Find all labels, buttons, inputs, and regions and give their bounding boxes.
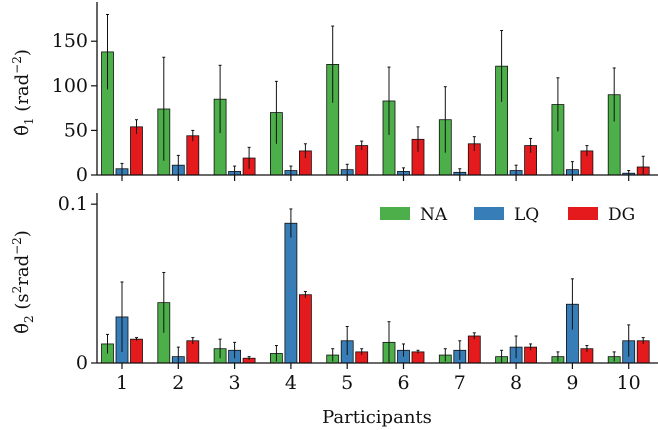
x-tick-label: 1 xyxy=(116,372,128,394)
ylabel-symbol: θ̂ xyxy=(12,323,33,334)
ylabel-symbol: θ̂ xyxy=(12,125,33,136)
y-axis-label-2: θ̂2 (s2rad−2) xyxy=(10,230,36,334)
ylabel-superscript: −2 xyxy=(10,56,24,74)
bar-dg-p2 xyxy=(186,340,200,364)
bar-dg-p10 xyxy=(636,340,650,364)
legend-label-dg: DG xyxy=(608,205,635,225)
x-tick-label: 5 xyxy=(341,372,353,394)
y-tick-label: 50 xyxy=(64,119,88,141)
legend-swatch-lq xyxy=(474,207,504,220)
y-tick-label: 150 xyxy=(52,30,88,52)
bar-dg-p7 xyxy=(467,335,481,364)
bar-dg-p1 xyxy=(130,338,143,364)
y-tick-label: 0 xyxy=(76,164,88,186)
x-tick-label: 10 xyxy=(617,372,641,394)
x-tick-label: 2 xyxy=(172,372,184,394)
legend-label-lq: LQ xyxy=(514,205,539,225)
x-tick-label: 8 xyxy=(510,372,522,394)
legend-label-na: NA xyxy=(420,205,448,225)
y-tick-label: 0.1 xyxy=(58,193,88,215)
ylabel-unit: ) xyxy=(12,49,33,56)
ylabel-unit: ) xyxy=(12,230,33,237)
x-tick-label: 3 xyxy=(229,372,241,394)
ylabel-unit: (s xyxy=(12,293,33,315)
x-tick-label: 7 xyxy=(454,372,466,394)
top-panel: 0 50 100 150 θ̂1 (rad−2) xyxy=(10,2,658,186)
bottom-panel: 00.11 2 3 4 5 6 7 8 9 10θ̂2 (s2rad−2) xyxy=(10,193,658,394)
legend-swatch-na xyxy=(380,207,410,220)
ylabel-subscript: 1 xyxy=(22,117,36,125)
bar-dg-p4 xyxy=(298,294,312,364)
legend-swatch-dg xyxy=(568,207,598,220)
bar-dg-p1 xyxy=(130,126,143,176)
ylabel-unit: (rad xyxy=(12,74,33,118)
legend: NA LQ DG xyxy=(380,205,635,225)
x-tick-label: 9 xyxy=(566,372,578,394)
y-axis-label-1: θ̂1 (rad−2) xyxy=(10,49,36,136)
y-tick-label: 100 xyxy=(52,75,88,97)
bar-lq-p4 xyxy=(284,222,298,364)
ylabel-unit: rad xyxy=(12,255,33,286)
ylabel-superscript: −2 xyxy=(10,237,24,255)
x-tick-label: 6 xyxy=(397,372,409,394)
x-axis-label: Participants xyxy=(322,407,432,428)
ylabel-subscript: 2 xyxy=(22,315,36,323)
bar-dg-p6 xyxy=(411,351,425,364)
x-tick-label: 4 xyxy=(285,372,297,394)
bar-dg-p2 xyxy=(186,135,200,176)
y-tick-label: 0 xyxy=(76,352,88,374)
ylabel-superscript: 2 xyxy=(10,286,24,294)
